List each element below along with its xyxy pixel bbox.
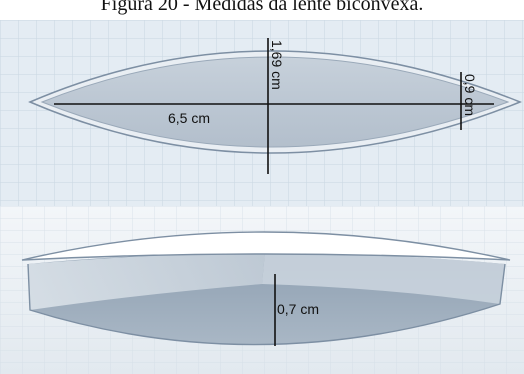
lens-side-view-drawing: 0,7 cm (0, 206, 524, 374)
lens-shell-top-rim (21, 231, 511, 261)
lens-side-view-panel: 0,7 cm (0, 206, 524, 374)
lens-shell-left-wall (28, 252, 265, 310)
lens-top-view-panel: 6,5 cm 1,69 cm 0,9 cm (0, 20, 524, 206)
lens-top-view-drawing: 6,5 cm 1,69 cm 0,9 cm (0, 20, 524, 206)
edge-label: 0,9 cm (462, 74, 478, 116)
length-label: 6,5 cm (168, 110, 210, 126)
lens-shell-outline (27, 263, 506, 346)
lens-shell-right-wall (262, 252, 505, 304)
lens-body (40, 56, 510, 148)
thickness-label: 0,7 cm (277, 301, 319, 317)
figure-caption: Figura 20 - Medidas da lente biconvexa. (100, 0, 424, 15)
height-label: 1,69 cm (269, 40, 285, 90)
